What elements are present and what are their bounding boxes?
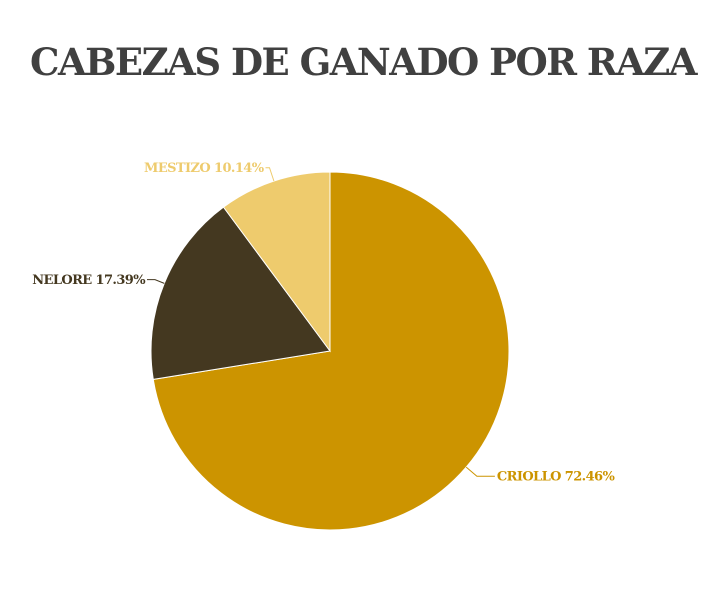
leader-line-criollo (466, 467, 495, 476)
slice-label-nelore: NELORE 17.39% (32, 273, 146, 288)
leader-line-nelore (147, 280, 164, 284)
pie-slices (151, 172, 509, 530)
slice-label-mestizo: MESTIZO 10.14% (144, 161, 265, 176)
leader-line-mestizo (266, 168, 274, 181)
slice-label-criollo: CRIOLLO 72.46% (497, 470, 616, 485)
